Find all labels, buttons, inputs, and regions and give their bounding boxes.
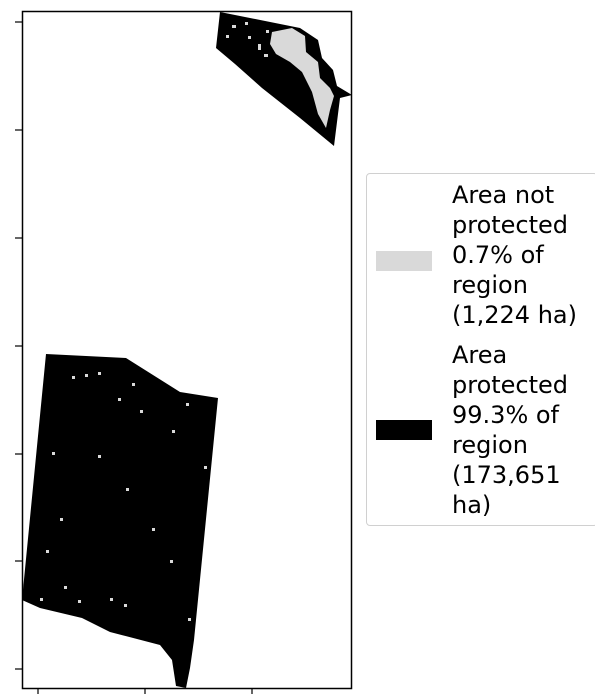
legend-label-protected: Area protected 99.3% of region (173,651 … bbox=[452, 341, 569, 519]
unprotected-patch bbox=[248, 36, 251, 39]
legend-item-protected: Area protected 99.3% of region (173,651 … bbox=[367, 340, 595, 522]
region-southwest bbox=[22, 354, 218, 688]
unprotected-patch bbox=[279, 32, 304, 58]
unprotected-patch bbox=[245, 22, 248, 25]
unprotected-patch bbox=[258, 44, 261, 50]
map-frame bbox=[21, 10, 353, 690]
legend-item-not-protected: Area not protected 0.7% of region (1,224… bbox=[367, 180, 595, 332]
legend-label-not-protected: Area not protected 0.7% of region (1,224… bbox=[452, 181, 577, 329]
unprotected-patch bbox=[226, 35, 229, 38]
map-legend: Area not protected 0.7% of region (1,224… bbox=[366, 173, 595, 526]
unprotected-patch bbox=[264, 54, 268, 57]
x-axis-ticks bbox=[37, 689, 253, 694]
unprotected-patch bbox=[266, 30, 269, 33]
legend-swatch-not-protected bbox=[376, 251, 432, 271]
protected-area-southwest bbox=[22, 354, 218, 688]
unprotected-specks bbox=[40, 372, 207, 621]
y-axis-ticks bbox=[15, 21, 22, 670]
region-northeast bbox=[216, 12, 352, 146]
legend-swatch-protected bbox=[376, 420, 432, 440]
unprotected-patch bbox=[232, 25, 236, 28]
